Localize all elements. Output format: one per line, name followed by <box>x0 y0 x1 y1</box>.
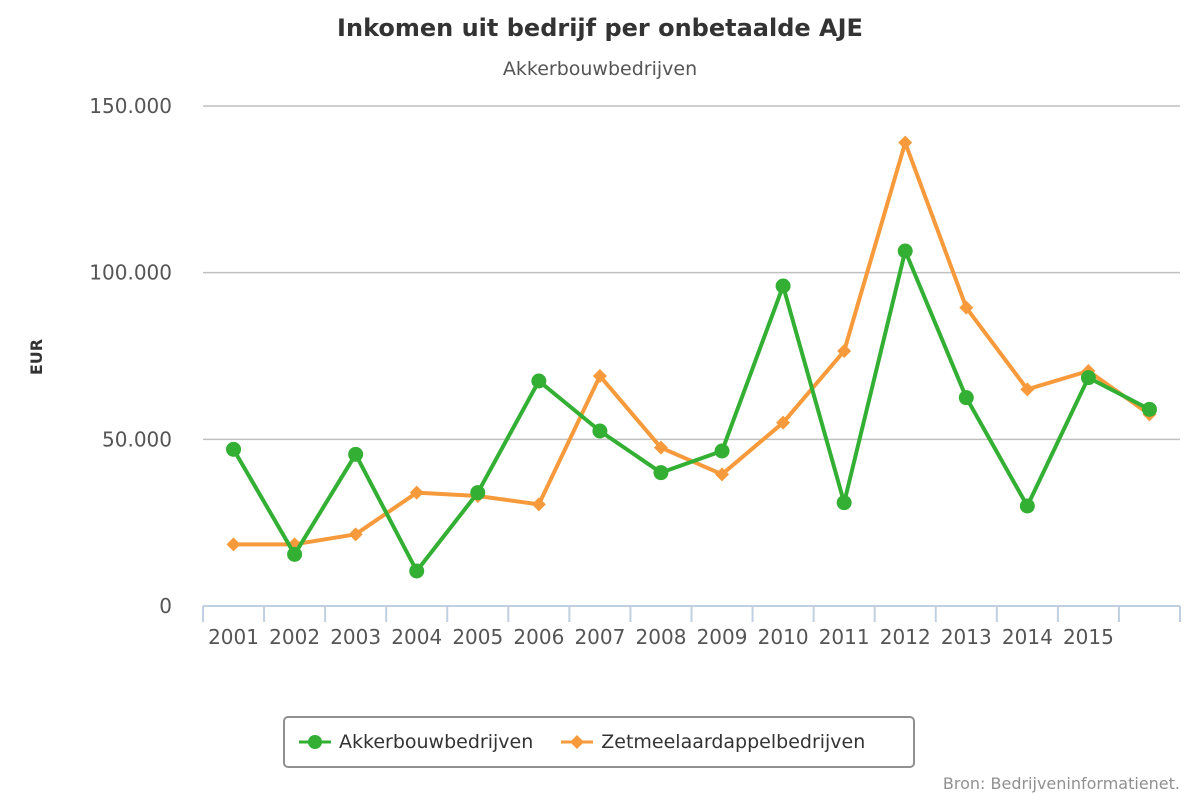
x-tick-label: 2009 <box>697 625 748 649</box>
x-tick-label: 2012 <box>880 625 931 649</box>
legend-symbol-diamond-icon <box>561 735 594 749</box>
data-point[interactable] <box>898 135 913 150</box>
data-point[interactable] <box>470 485 486 501</box>
x-tick-label: 2011 <box>819 625 870 649</box>
data-point[interactable] <box>348 446 364 462</box>
grid-lines <box>203 105 1180 441</box>
credits: Bron: Bedrijveninformatienet. <box>942 774 1180 793</box>
data-point[interactable] <box>1020 382 1035 397</box>
legend: Akkerbouwbedrijven Zetmeelaardappelbedri… <box>283 716 915 768</box>
data-point[interactable] <box>226 537 241 552</box>
data-point[interactable] <box>348 527 363 542</box>
data-point[interactable] <box>653 440 668 455</box>
y-tick-label: 0 <box>159 594 172 618</box>
series-akkerbouwbedrijven <box>226 243 1157 579</box>
y-axis-ticks: 0 50.000 100.000 150.000 <box>89 94 172 618</box>
y-tick-label: 100.000 <box>89 261 172 285</box>
x-tick-label: 2005 <box>452 625 503 649</box>
x-axis: 2001 2002 2003 2004 2005 2006 2007 2008 2009 2010… <box>202 605 1181 649</box>
data-point[interactable] <box>836 495 852 511</box>
chart-title: Inkomen uit bedrijf per onbetaalde AJE <box>337 14 863 42</box>
x-tick-label: 2013 <box>941 625 992 649</box>
legend-label: Zetmeelaardappelbedrijven <box>601 731 866 753</box>
data-point[interactable] <box>897 243 913 259</box>
x-tick-label: 2007 <box>574 625 625 649</box>
data-point[interactable] <box>959 300 974 315</box>
x-tick-label: 2003 <box>330 625 381 649</box>
data-point[interactable] <box>287 546 303 562</box>
data-point[interactable] <box>837 344 852 358</box>
data-point[interactable] <box>592 369 607 383</box>
data-point[interactable] <box>714 443 730 459</box>
data-point[interactable] <box>715 467 730 482</box>
data-point[interactable] <box>531 373 547 389</box>
x-tick-label: 2001 <box>208 625 259 649</box>
y-axis-label: EUR <box>27 339 46 375</box>
data-point[interactable] <box>592 423 608 439</box>
series-group <box>226 135 1157 579</box>
x-tick-label: 2004 <box>391 625 442 649</box>
y-tick-label: 50.000 <box>102 427 172 451</box>
data-point[interactable] <box>409 563 425 579</box>
x-tick-label: 2010 <box>758 625 809 649</box>
data-point[interactable] <box>531 497 546 512</box>
y-tick-label: 150.000 <box>89 94 172 118</box>
data-point[interactable] <box>1080 370 1096 386</box>
data-point[interactable] <box>958 390 974 406</box>
x-tick-label: 2006 <box>513 625 564 649</box>
data-point[interactable] <box>653 465 669 481</box>
data-point[interactable] <box>1141 401 1157 417</box>
legend-symbol-circle-icon <box>299 735 331 749</box>
x-tick-label: 2015 <box>1063 625 1114 649</box>
series-line <box>231 249 1152 573</box>
x-tick-label: 2008 <box>636 625 687 649</box>
chart-subtitle: Akkerbouwbedrijven <box>502 58 698 80</box>
data-point[interactable] <box>409 485 424 500</box>
x-tick-label: 2002 <box>269 625 320 649</box>
data-point[interactable] <box>226 441 242 457</box>
legend-label: Akkerbouwbedrijven <box>339 731 534 753</box>
data-point[interactable] <box>1019 498 1035 514</box>
data-point[interactable] <box>775 278 791 294</box>
legend-item-akkerbouwbedrijven[interactable]: Akkerbouwbedrijven <box>299 731 533 753</box>
data-point[interactable] <box>776 415 791 430</box>
legend-item-zetmeelaardappelbedrijven[interactable]: Zetmeelaardappelbedrijven <box>561 731 865 753</box>
x-tick-label: 2014 <box>1002 625 1053 649</box>
